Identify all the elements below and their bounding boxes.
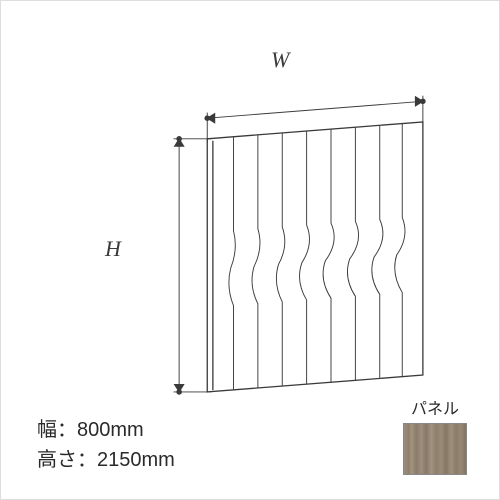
spec-width-label: 幅： [37,419,77,441]
spec-height-value: 2150mm [97,449,175,471]
spec-height-row: 高さ：2150mm [37,445,175,475]
height-dimension-label: H [105,236,121,262]
panel-material-swatch [403,423,467,475]
width-dim-line [205,96,425,143]
width-dimension-label: W [271,47,289,73]
diagram-area: W H [41,31,461,391]
swatch-label: パネル [403,395,467,419]
height-dim-line [174,136,212,394]
panel-outline [207,122,423,392]
dimension-specs: 幅：800mm 高さ：2150mm [37,415,175,475]
panel-slats [229,124,405,390]
panel-technical-drawing [151,91,451,421]
spec-width-value: 800mm [77,419,144,441]
spec-width-row: 幅：800mm [37,415,175,445]
spec-height-label: 高さ： [37,449,97,471]
material-swatch-area: パネル [403,395,467,475]
